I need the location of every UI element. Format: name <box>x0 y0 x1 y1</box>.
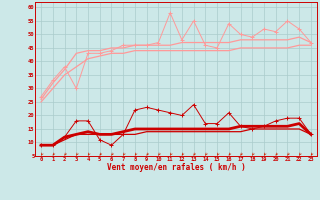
X-axis label: Vent moyen/en rafales ( km/h ): Vent moyen/en rafales ( km/h ) <box>107 163 245 172</box>
